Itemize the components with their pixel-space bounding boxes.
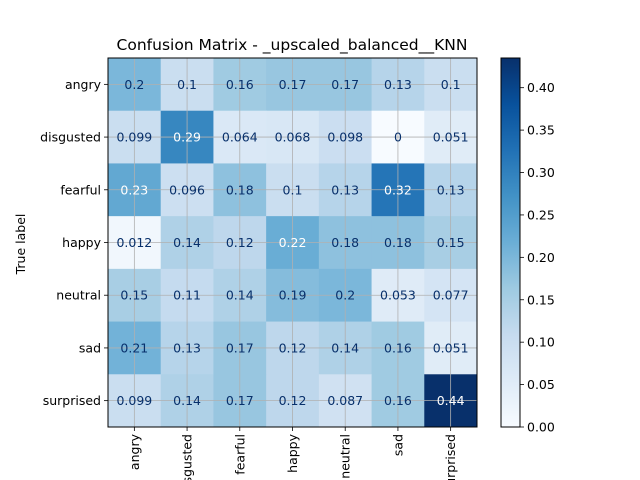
colorbar-tick-label: 0.15 <box>527 292 555 307</box>
cell-value-label: 0.21 <box>120 340 148 355</box>
cell-value-label: 0.087 <box>327 393 363 408</box>
cell-value-label: 0.099 <box>116 393 152 408</box>
column-tick-label: surprised <box>443 434 458 480</box>
cell-value-label: 0.2 <box>124 77 144 92</box>
cell-value-label: 0.077 <box>433 288 469 303</box>
cell-value-label: 0.22 <box>279 235 307 250</box>
colorbar-tick-label: 0.05 <box>527 377 555 392</box>
cell-value-label: 0.44 <box>437 393 465 408</box>
cell-value-label: 0.19 <box>279 288 307 303</box>
cell-value-label: 0.15 <box>120 288 148 303</box>
cell-value-label: 0.23 <box>120 182 148 197</box>
row-tick-labels: angry disgusted fearful happy neutral sad surp… <box>40 77 108 408</box>
cell-value-label: 0.2 <box>335 288 355 303</box>
row-tick-label: neutral <box>56 288 101 303</box>
cell-value-label: 0.12 <box>279 340 307 355</box>
cell-value-label: 0.064 <box>222 130 258 145</box>
cell-value-label: 0 <box>394 130 402 145</box>
row-tick-label: happy <box>62 235 101 250</box>
cell-value-label: 0.13 <box>437 182 465 197</box>
row-tick-label: disgusted <box>40 130 101 145</box>
cell-value-label: 0.12 <box>226 235 254 250</box>
cell-value-label: 0.13 <box>173 340 201 355</box>
column-tick-label: disgusted <box>180 434 195 480</box>
column-tick-label: happy <box>285 433 300 472</box>
cell-value-label: 0.18 <box>331 235 359 250</box>
colorbar-tick-label: 0.40 <box>527 80 555 95</box>
cell-value-label: 0.068 <box>275 130 311 145</box>
cell-value-label: 0.17 <box>279 77 307 92</box>
row-tick-label: angry <box>65 77 102 92</box>
cell-value-label: 0.012 <box>116 235 152 250</box>
y-axis-label: True label <box>13 214 28 276</box>
colorbar-tick-label: 0.20 <box>527 250 555 265</box>
colorbar-tick-label: 0.00 <box>527 420 555 435</box>
plot-frame <box>107 57 478 428</box>
cell-value-label: 0.15 <box>437 235 465 250</box>
cell-value-label: 0.1 <box>283 182 303 197</box>
cell-value-label: 0.12 <box>279 393 307 408</box>
cell-value-label: 0.14 <box>331 340 359 355</box>
cell-value-label: 0.098 <box>327 130 363 145</box>
cell-value-label: 0.17 <box>226 393 254 408</box>
colorbar-ticks: 0.00 0.05 0.10 0.15 0.20 0.25 0.30 0.35 0.40 <box>520 80 555 435</box>
colorbar-tick-label: 0.25 <box>527 207 555 222</box>
cell-value-label: 0.053 <box>380 288 416 303</box>
cell-value-label: 0.14 <box>173 393 201 408</box>
cell-value-label: 0.1 <box>177 77 197 92</box>
cell-value-label: 0.18 <box>384 235 412 250</box>
cell-value-label: 0.17 <box>226 340 254 355</box>
cell-value-label: 0.29 <box>173 130 201 145</box>
row-tick-label: sad <box>79 340 101 355</box>
cell-value-label: 0.18 <box>226 182 254 197</box>
cell-value-label: 0.051 <box>433 340 469 355</box>
cell-value-label: 0.13 <box>331 182 359 197</box>
column-tick-label: angry <box>127 433 142 470</box>
column-tick-label: sad <box>390 434 405 456</box>
row-tick-label: surprised <box>43 393 101 408</box>
cell-value-label: 0.13 <box>384 77 412 92</box>
cell-value-label: 0.11 <box>173 288 201 303</box>
grid-lines <box>108 58 477 427</box>
cell-value-label: 0.32 <box>384 182 412 197</box>
cell-value-label: 0.099 <box>116 130 152 145</box>
column-tick-labels: angry disgusted fearful happy neutral sad surp… <box>127 427 458 480</box>
column-tick-label: neutral <box>338 434 353 479</box>
cell-value-labels: 0.2 0.1 0.16 0.17 0.17 0.13 0.1 0.099 0.29 0.064 0… <box>116 77 468 408</box>
cell-value-label: 0.16 <box>226 77 254 92</box>
colorbar-tick-label: 0.35 <box>527 123 555 138</box>
cell-value-label: 0.16 <box>384 393 412 408</box>
chart-title: Confusion Matrix - _upscaled_balanced__K… <box>117 36 468 55</box>
column-tick-label: fearful <box>232 434 247 475</box>
cell-value-label: 0.1 <box>441 77 461 92</box>
cell-value-label: 0.14 <box>226 288 254 303</box>
cell-value-label: 0.096 <box>169 182 205 197</box>
colorbar-tick-label: 0.30 <box>527 165 555 180</box>
cell-value-label: 0.051 <box>433 130 469 145</box>
cell-value-label: 0.16 <box>384 340 412 355</box>
colorbar-gradient <box>500 57 521 428</box>
colorbar: 0.00 0.05 0.10 0.15 0.20 0.25 0.30 0.35 0.40 <box>500 57 555 435</box>
cell-value-label: 0.14 <box>173 235 201 250</box>
row-tick-label: fearful <box>60 182 101 197</box>
cell-value-label: 0.17 <box>331 77 359 92</box>
colorbar-tick-label: 0.10 <box>527 335 555 350</box>
